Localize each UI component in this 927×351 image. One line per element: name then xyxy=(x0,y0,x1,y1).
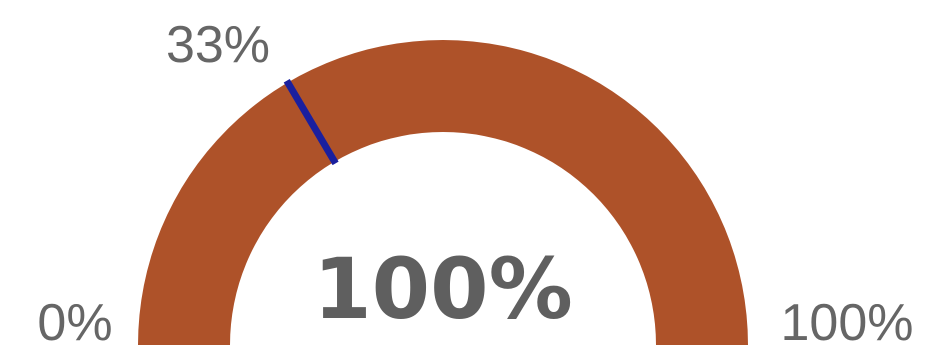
center-value: 100% xyxy=(313,240,573,338)
gauge-band xyxy=(138,40,748,345)
target-marker xyxy=(283,78,339,166)
min-label: 0% xyxy=(37,294,112,351)
target-label: 33% xyxy=(166,16,270,74)
max-label: 100% xyxy=(781,294,914,351)
